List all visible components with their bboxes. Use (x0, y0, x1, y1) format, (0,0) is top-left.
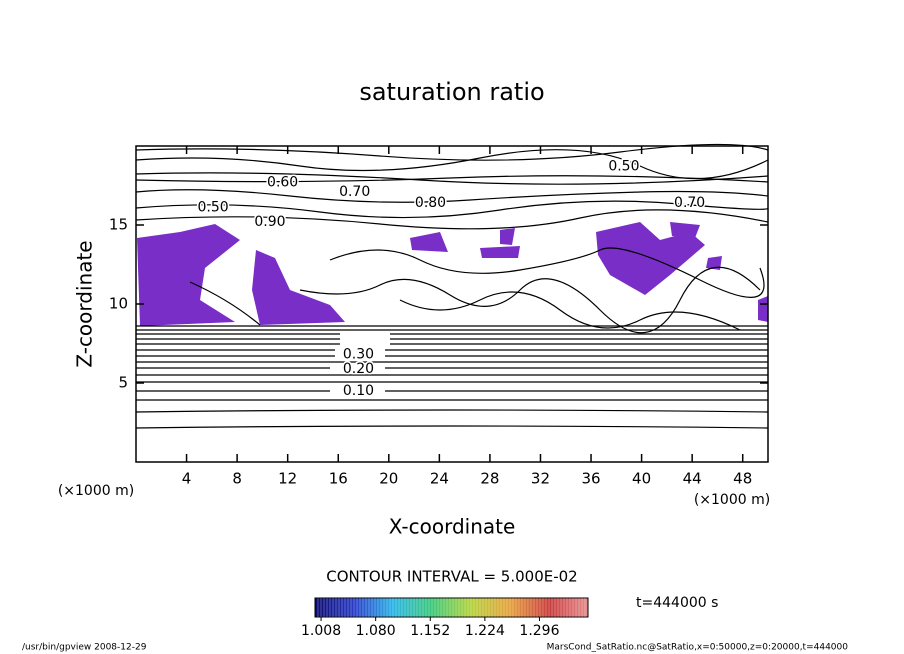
supersaturated-region (706, 256, 722, 270)
x-unit: (×1000 m) (694, 492, 770, 508)
footer-left: /usr/bin/gpview 2008-12-29 (22, 643, 147, 653)
x-tick-label: 12 (278, 470, 297, 488)
colorbar-tick-label: 1.008 (301, 623, 341, 639)
contour-label: 0.90 (254, 214, 285, 230)
supersaturated-region (758, 296, 768, 322)
contour-label: 0.10 (343, 383, 374, 399)
contour-label: 0.50 (198, 200, 229, 216)
x-axis-label: X-coordinate (389, 515, 516, 539)
colorbar (314, 597, 589, 618)
x-tick-label: 28 (480, 470, 499, 488)
x-tick-label: 44 (683, 470, 702, 488)
y-tick-label: 5 (118, 374, 128, 392)
supersaturated-region (410, 232, 448, 252)
y-unit: (×1000 m) (58, 483, 134, 499)
x-tick-label: 4 (182, 470, 192, 488)
chart-title: saturation ratio (359, 78, 544, 106)
supersaturated-region (670, 222, 700, 238)
supersaturated-region (596, 222, 705, 295)
x-tick-label: 20 (379, 470, 398, 488)
contour-field (135, 143, 769, 429)
x-tick-label: 8 (232, 470, 242, 488)
x-tick-label: 48 (733, 470, 752, 488)
supersaturated-region (137, 224, 240, 326)
y-axis-label: Z-coordinate (73, 240, 97, 367)
contour-label: 0.60 (267, 174, 298, 190)
contour-label: 0.30 (343, 347, 374, 363)
colorbar-tick-label: 1.224 (465, 623, 505, 639)
contour-label: 0.20 (343, 361, 374, 377)
supersaturated-region (500, 228, 515, 245)
colorbar-tick-label: 1.080 (356, 623, 396, 639)
contour-label: 0.70 (674, 195, 705, 211)
contour-interval: CONTOUR INTERVAL = 5.000E-02 (326, 568, 577, 586)
x-tick-label: 16 (329, 470, 348, 488)
contour-lines (135, 143, 769, 429)
x-tick-label: 32 (531, 470, 550, 488)
supersaturated-region (252, 250, 345, 325)
contour-label: 0.70 (339, 184, 370, 200)
colorbar-tick-label: 1.152 (410, 623, 450, 639)
footer-right: MarsCond_SatRatio.nc@SatRatio,x=0:50000,… (547, 643, 849, 653)
contour-label: 0.80 (415, 195, 446, 211)
time-label: t=444000 s (636, 595, 718, 611)
x-tick-label: 36 (581, 470, 600, 488)
supersaturated-region (480, 246, 520, 258)
x-tick-label: 40 (632, 470, 651, 488)
contour-label: 0.50 (608, 159, 639, 175)
y-tick-label: 15 (109, 216, 128, 234)
y-tick-label: 10 (109, 295, 128, 313)
colorbar-tick-label: 1.296 (519, 623, 559, 639)
x-tick-label: 24 (430, 470, 449, 488)
